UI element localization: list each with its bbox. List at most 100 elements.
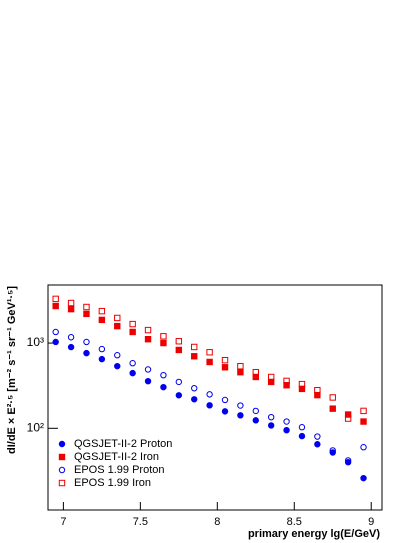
data-point — [329, 449, 336, 456]
data-point — [344, 415, 352, 422]
x-tick-label: 8.5 — [287, 516, 302, 528]
data-point — [98, 316, 106, 324]
data-point — [252, 373, 259, 381]
data-point — [175, 392, 183, 399]
data-point — [206, 358, 213, 366]
data-point — [344, 459, 352, 466]
data-point — [206, 402, 213, 409]
data-point — [298, 424, 306, 431]
data-point — [144, 377, 152, 385]
data-point — [252, 369, 259, 376]
legend-label: QGSJET-II-2 Proton — [74, 438, 172, 450]
data-point — [114, 322, 121, 330]
data-point — [67, 343, 75, 351]
data-point — [221, 396, 229, 404]
x-tick-label: 9 — [368, 516, 374, 528]
x-tick-label: 8 — [214, 516, 220, 528]
legend-label: QGSJET-II-2 Iron — [74, 451, 159, 463]
data-point — [144, 366, 152, 373]
data-point — [298, 432, 306, 440]
data-point — [206, 391, 213, 398]
data-point — [298, 380, 306, 388]
x-tick-label: 7.5 — [133, 516, 148, 528]
data-point — [129, 360, 136, 367]
x-axis-title: primary energy lg(E/GeV) — [248, 528, 380, 540]
data-point — [314, 441, 321, 448]
data-point — [191, 343, 198, 351]
data-point — [298, 385, 306, 393]
data-point — [52, 338, 59, 346]
legend-marker — [58, 453, 66, 461]
data-point — [129, 328, 136, 336]
data-point — [83, 310, 90, 318]
data-point — [360, 407, 367, 415]
data-point — [83, 338, 90, 346]
data-point — [329, 447, 336, 454]
data-point — [283, 382, 290, 389]
data-point — [360, 474, 367, 482]
data-point — [175, 338, 183, 345]
legend-marker — [58, 466, 66, 474]
data-point — [67, 305, 75, 313]
data-point — [344, 411, 352, 418]
data-point — [237, 412, 244, 419]
data-point — [221, 364, 229, 371]
y-tick-label: 10² — [27, 420, 44, 434]
data-point — [52, 295, 59, 303]
data-point — [129, 320, 136, 328]
x-tick-label: 7 — [60, 516, 66, 528]
data-point — [160, 383, 167, 391]
data-point — [52, 328, 59, 336]
legend-marker — [58, 440, 66, 448]
data-point — [314, 386, 321, 394]
data-point — [191, 353, 198, 360]
data-point — [221, 356, 229, 364]
data-point — [114, 362, 121, 370]
plot-frame — [47, 284, 383, 511]
data-point — [114, 352, 121, 359]
data-point — [175, 378, 183, 386]
data-point — [98, 345, 106, 353]
data-point — [191, 385, 198, 392]
data-point — [283, 418, 290, 425]
data-point — [206, 349, 213, 356]
data-point — [191, 396, 198, 403]
data-point — [221, 408, 229, 415]
data-point — [252, 417, 259, 424]
data-point — [329, 394, 336, 401]
data-point — [252, 407, 259, 415]
data-point — [129, 369, 136, 377]
data-point — [360, 418, 367, 425]
data-point — [283, 377, 290, 385]
data-point — [83, 349, 90, 357]
data-point — [283, 426, 290, 434]
data-point — [144, 336, 152, 343]
data-point — [360, 444, 367, 451]
data-point — [52, 302, 59, 310]
data-point — [160, 371, 167, 379]
data-point — [314, 433, 321, 440]
data-point — [267, 422, 275, 429]
y-tick-label: 10³ — [27, 335, 44, 349]
legend-marker — [58, 479, 66, 487]
data-point — [160, 333, 167, 340]
data-point — [67, 299, 75, 307]
data-point — [144, 326, 152, 334]
data-point — [329, 405, 336, 412]
data-point — [237, 363, 244, 370]
data-point — [267, 413, 275, 421]
data-point — [98, 307, 106, 315]
data-point — [175, 346, 183, 354]
data-point — [98, 355, 106, 363]
data-point — [114, 314, 121, 322]
data-point — [67, 334, 75, 341]
legend-label: EPOS 1.99 Proton — [74, 464, 165, 476]
data-point — [237, 369, 244, 376]
data-point — [237, 402, 244, 409]
data-point — [160, 339, 167, 347]
data-point — [83, 303, 90, 311]
y-axis-title: dI/dE × E²·⁵ [m⁻² s⁻¹ sr⁻¹ GeV¹·⁵] — [6, 286, 18, 454]
data-point — [267, 373, 275, 381]
data-point — [344, 457, 352, 464]
